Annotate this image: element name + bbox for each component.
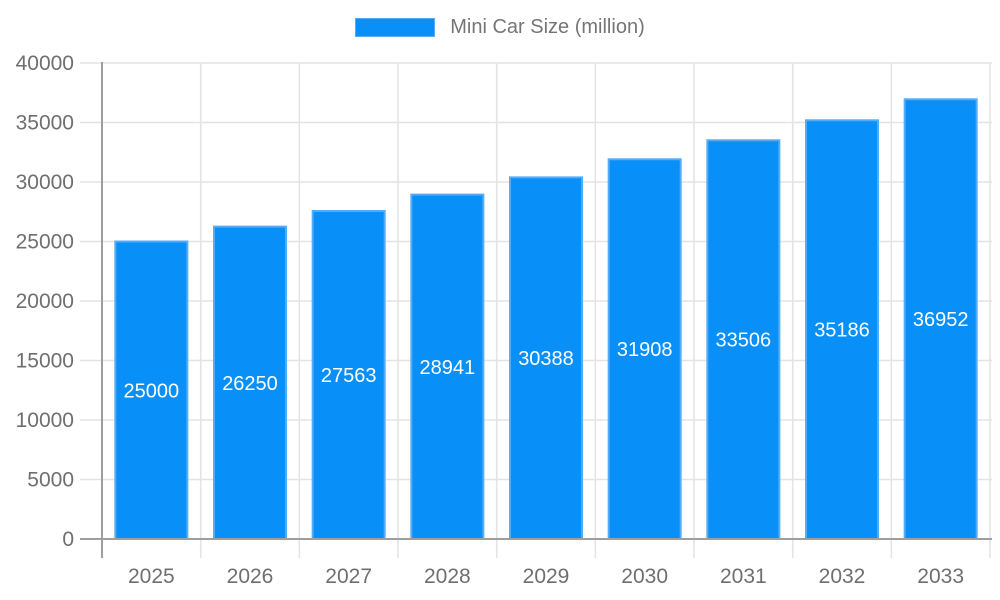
bar-value-label-2033: 36952: [913, 309, 969, 331]
x-tick-label-2033: 2033: [917, 565, 964, 588]
y-tick-label-30000: 30000: [16, 171, 74, 194]
bar-value-label-2032: 35186: [814, 320, 870, 342]
bar-value-label-2027: 27563: [321, 365, 377, 387]
bar-2029[interactable]: [509, 176, 583, 540]
x-tick-label-2025: 2025: [128, 565, 175, 588]
bar-2027[interactable]: [311, 210, 386, 540]
bar-2031[interactable]: [706, 139, 781, 540]
chart-legend: Mini Car Size (million): [0, 17, 1000, 37]
bar-value-label-2026: 26250: [222, 373, 278, 395]
x-tick-label-2029: 2029: [523, 565, 570, 588]
bar-2028[interactable]: [410, 193, 485, 540]
y-tick-label-5000: 5000: [27, 469, 74, 492]
y-tick-label-40000: 40000: [16, 52, 74, 75]
legend-swatch-icon: [355, 17, 436, 37]
bar-2026[interactable]: [213, 225, 287, 540]
x-tick-label-2032: 2032: [819, 565, 866, 588]
x-tick-label-2031: 2031: [720, 565, 767, 588]
y-tick-label-15000: 15000: [16, 350, 74, 373]
bar-value-label-2028: 28941: [420, 357, 476, 379]
bar-2033[interactable]: [903, 98, 978, 540]
y-tick-label-25000: 25000: [16, 231, 74, 254]
y-tick-label-10000: 10000: [16, 409, 74, 432]
x-tick-label-2028: 2028: [424, 565, 471, 588]
y-tick-label-35000: 35000: [16, 112, 74, 135]
y-tick-label-20000: 20000: [16, 290, 74, 313]
bar-2030[interactable]: [607, 158, 682, 540]
bar-value-label-2025: 25000: [124, 380, 180, 402]
legend-label: Mini Car Size (million): [450, 16, 645, 38]
x-tick-label-2027: 2027: [325, 565, 372, 588]
bar-value-label-2029: 30388: [518, 348, 574, 370]
x-tick-label-2026: 2026: [227, 565, 274, 588]
y-tick-label-0: 0: [62, 528, 74, 551]
bar-value-label-2030: 31908: [617, 339, 673, 361]
legend-item-mini-car-size[interactable]: Mini Car Size (million): [355, 16, 645, 38]
bar-2032[interactable]: [805, 119, 879, 541]
bar-value-label-2031: 33506: [716, 330, 772, 352]
x-tick-label-2030: 2030: [621, 565, 668, 588]
bar-2025[interactable]: [114, 240, 189, 540]
